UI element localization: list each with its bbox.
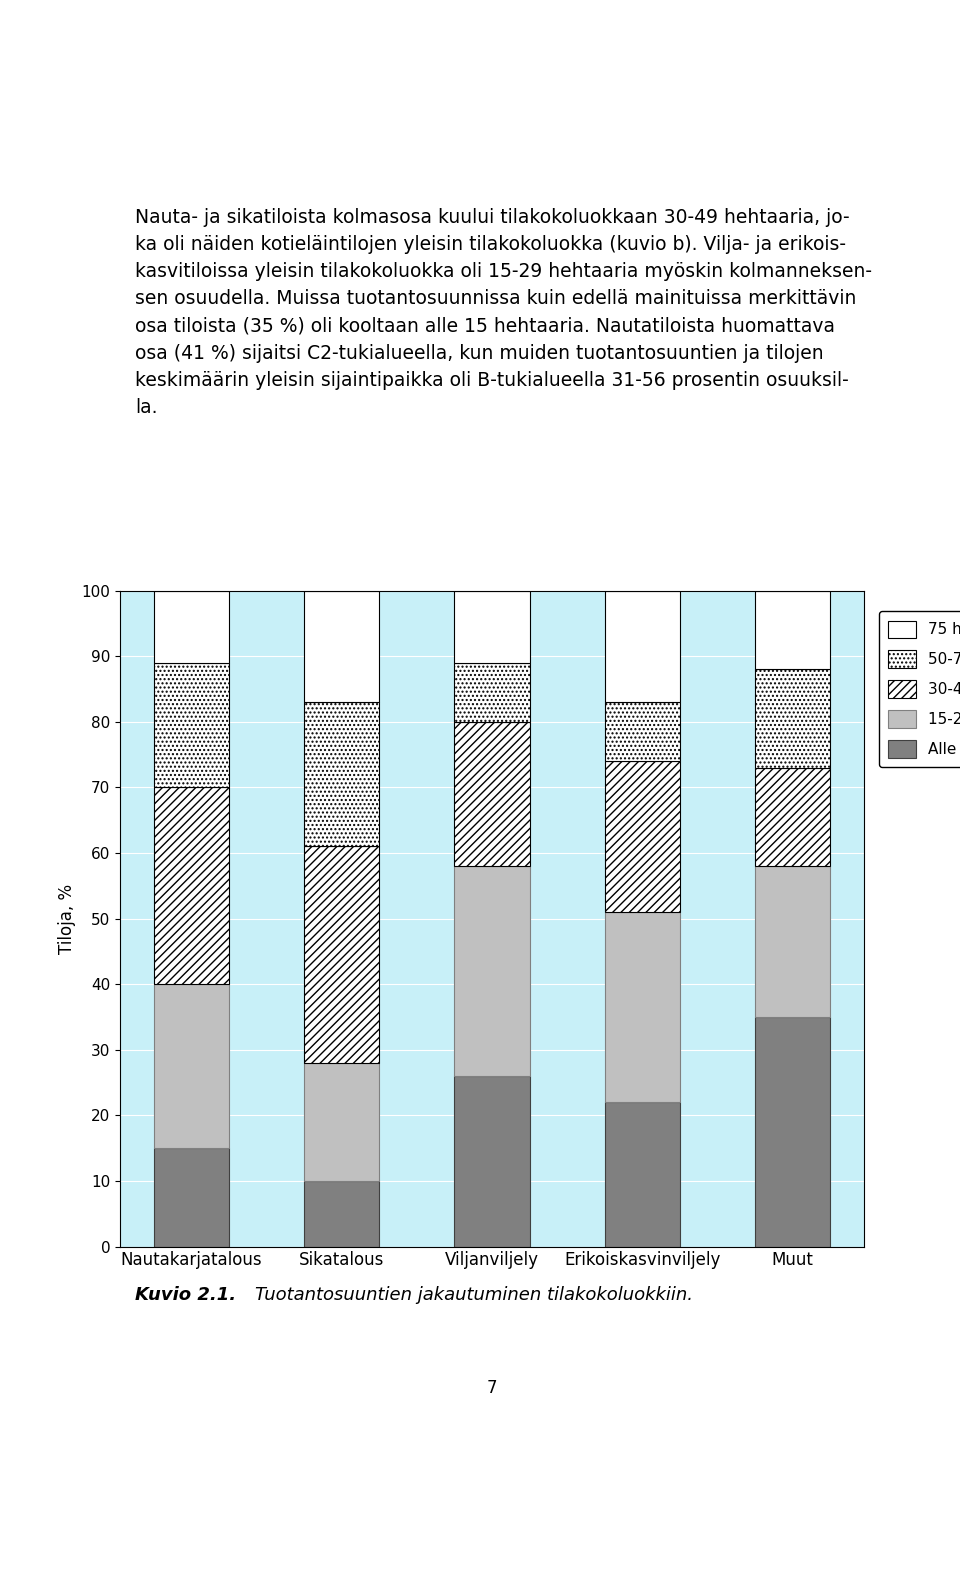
- Bar: [605, 1102, 680, 1247]
- Bar: [755, 867, 830, 1017]
- Bar: [304, 1063, 379, 1181]
- Bar: [454, 867, 530, 1075]
- Bar: [755, 669, 830, 768]
- Bar: [304, 702, 379, 846]
- Text: Nauta- ja sikatiloista kolmasosa kuului tilakokoluokkaan 30-49 hehtaaria, jo-
ka: Nauta- ja sikatiloista kolmasosa kuului …: [134, 207, 872, 418]
- Bar: [755, 590, 830, 669]
- Bar: [154, 1148, 229, 1247]
- Bar: [755, 1017, 830, 1247]
- Y-axis label: Tiloja, %: Tiloja, %: [58, 884, 76, 953]
- Legend: 75 ha ja yli, 50-74 ha, 30-49 ha, 15-29 ha, Alle 15 ha: 75 ha ja yli, 50-74 ha, 30-49 ha, 15-29 …: [879, 611, 960, 766]
- Bar: [154, 788, 229, 984]
- Bar: [454, 722, 530, 867]
- Bar: [605, 761, 680, 912]
- Bar: [304, 846, 379, 1063]
- Bar: [454, 590, 530, 663]
- Bar: [605, 590, 680, 702]
- Bar: [304, 1181, 379, 1247]
- Bar: [755, 768, 830, 867]
- Text: Tuotantosuuntien jakautuminen tilakokoluokkiin.: Tuotantosuuntien jakautuminen tilakokolu…: [231, 1286, 692, 1303]
- Bar: [154, 590, 229, 663]
- Bar: [454, 663, 530, 722]
- Bar: [154, 663, 229, 788]
- Bar: [154, 984, 229, 1148]
- Bar: [304, 590, 379, 702]
- Bar: [605, 702, 680, 761]
- Bar: [605, 912, 680, 1102]
- Bar: [454, 1075, 530, 1247]
- Text: Kuvio 2.1.: Kuvio 2.1.: [134, 1286, 236, 1303]
- Text: 7: 7: [487, 1380, 497, 1397]
